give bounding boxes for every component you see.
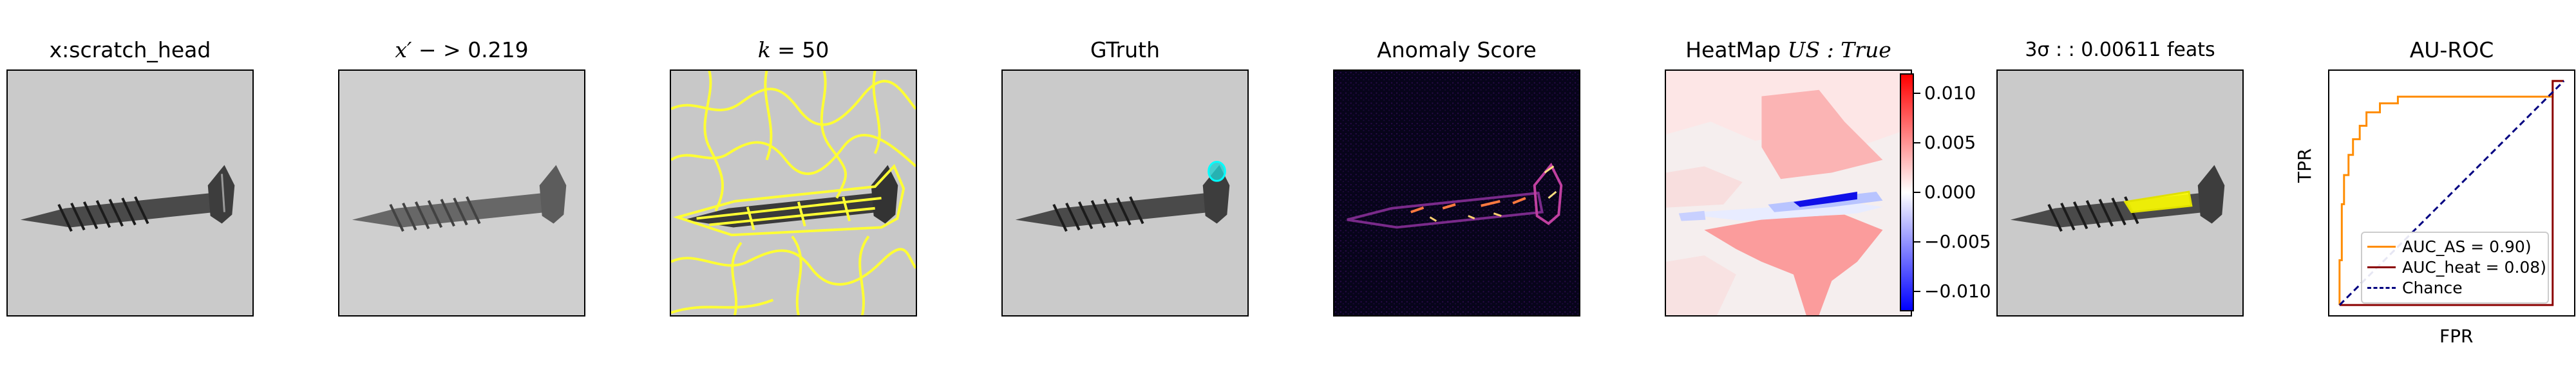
- panel-sigma-image: [1996, 69, 2244, 317]
- roc-legend-label: AUC_heat = 0.08): [2402, 257, 2546, 277]
- panel-input-image: [6, 69, 254, 317]
- anomaly-score-map: [1334, 71, 1579, 315]
- superpixel-boundaries: [671, 71, 916, 315]
- panel-title-superpixels-rest: = 50: [770, 37, 829, 62]
- screw-image-input: [8, 71, 252, 315]
- panel-title-heatmap-math: US : True: [1787, 37, 1891, 62]
- panel-title-gtruth: GTruth: [1001, 36, 1249, 64]
- panel-title-input: x:scratch_head: [6, 36, 254, 64]
- panel-superpixels-image: [670, 69, 917, 317]
- colorbar-tick-label: 0.005: [1924, 131, 1976, 153]
- screw-image-reconstruction: [339, 71, 584, 315]
- colorbar-tick-mark: [1914, 142, 1920, 143]
- roc-legend-swatch: [2367, 266, 2396, 268]
- panel-title-superpixels-var: k: [757, 37, 771, 62]
- screw-image-gtruth: [1003, 71, 1247, 315]
- roc-legend-swatch: [2367, 286, 2396, 289]
- screw-image-sigma: [1998, 71, 2242, 315]
- panel-title-sigma: 3σ : : 0.00611 feats: [1996, 36, 2244, 64]
- colorbar-tick-label: 0.000: [1924, 181, 1976, 203]
- screw-shape: [352, 165, 567, 232]
- roc-legend-label: Chance: [2402, 278, 2463, 297]
- roc-legend-label: AUC_AS = 0.90): [2402, 237, 2532, 256]
- roc-ylabel: TPR: [2294, 148, 2315, 183]
- roc-legend: AUC_AS = 0.90) AUC_heat = 0.08) Chance: [2361, 232, 2549, 304]
- panel-title-sigma-text: 3σ : : 0.00611 feats: [2025, 39, 2215, 61]
- roc-legend-entry: AUC_heat = 0.08): [2367, 257, 2546, 277]
- panel-reconstruction-image: [338, 69, 585, 317]
- screw-image-superpixels: [671, 71, 916, 315]
- panel-heatmap-image: [1665, 69, 1912, 317]
- panel-title-superpixels: k = 50: [670, 36, 917, 64]
- panel-title-reconstruction-value: 0.219: [468, 37, 529, 62]
- panel-title-heatmap: HeatMap US : True: [1665, 36, 1912, 64]
- roc-series-line-1: [2339, 80, 2564, 306]
- panel-title-auroc-text: AU-ROC: [2409, 37, 2494, 62]
- colorbar-tick-mark: [1914, 192, 1920, 193]
- colorbar-tick-mark: [1914, 291, 1920, 293]
- anomaly-score-outline: [1347, 162, 1563, 229]
- roc-legend-swatch: [2367, 245, 2396, 248]
- screw-shape: [20, 165, 235, 232]
- roc-series-line-0: [2338, 80, 2564, 306]
- panel-title-reconstruction-prefix: x′ − >: [395, 37, 468, 62]
- roc-legend-entry: AUC_AS = 0.90): [2367, 237, 2532, 256]
- heatmap: [1666, 71, 1911, 315]
- colorbar-tick-label: 0.010: [1924, 82, 1976, 104]
- panel-title-gtruth-text: GTruth: [1090, 37, 1160, 62]
- panel-title-heatmap-prefix: HeatMap: [1685, 37, 1788, 62]
- roc-xlabel: FPR: [2439, 326, 2474, 347]
- panel-title-anomaly-score: Anomaly Score: [1333, 36, 1580, 64]
- panel-title-auroc: AU-ROC: [2328, 36, 2575, 64]
- colorbar-tick-label: −0.005: [1924, 231, 1991, 253]
- panel-gtruth-image: [1001, 69, 1249, 317]
- sigma-highlight-region: [2123, 190, 2193, 214]
- panel-title-reconstruction: x′ − > 0.219: [338, 36, 585, 64]
- panel-title-input-text: x:scratch_head: [49, 37, 211, 62]
- roc-legend-entry: Chance: [2367, 278, 2463, 297]
- colorbar-tick-mark: [1914, 241, 1920, 243]
- colorbar-tick-label: −0.010: [1924, 280, 1991, 302]
- gtruth-defect-mask: [1208, 161, 1226, 182]
- screw-shape: [1015, 165, 1230, 232]
- panel-title-anomaly-score-text: Anomaly Score: [1377, 37, 1537, 62]
- panel-anomaly-score-image: [1333, 69, 1580, 317]
- heatmap-colorbar: [1900, 73, 1914, 311]
- colorbar-tick-mark: [1914, 92, 1920, 94]
